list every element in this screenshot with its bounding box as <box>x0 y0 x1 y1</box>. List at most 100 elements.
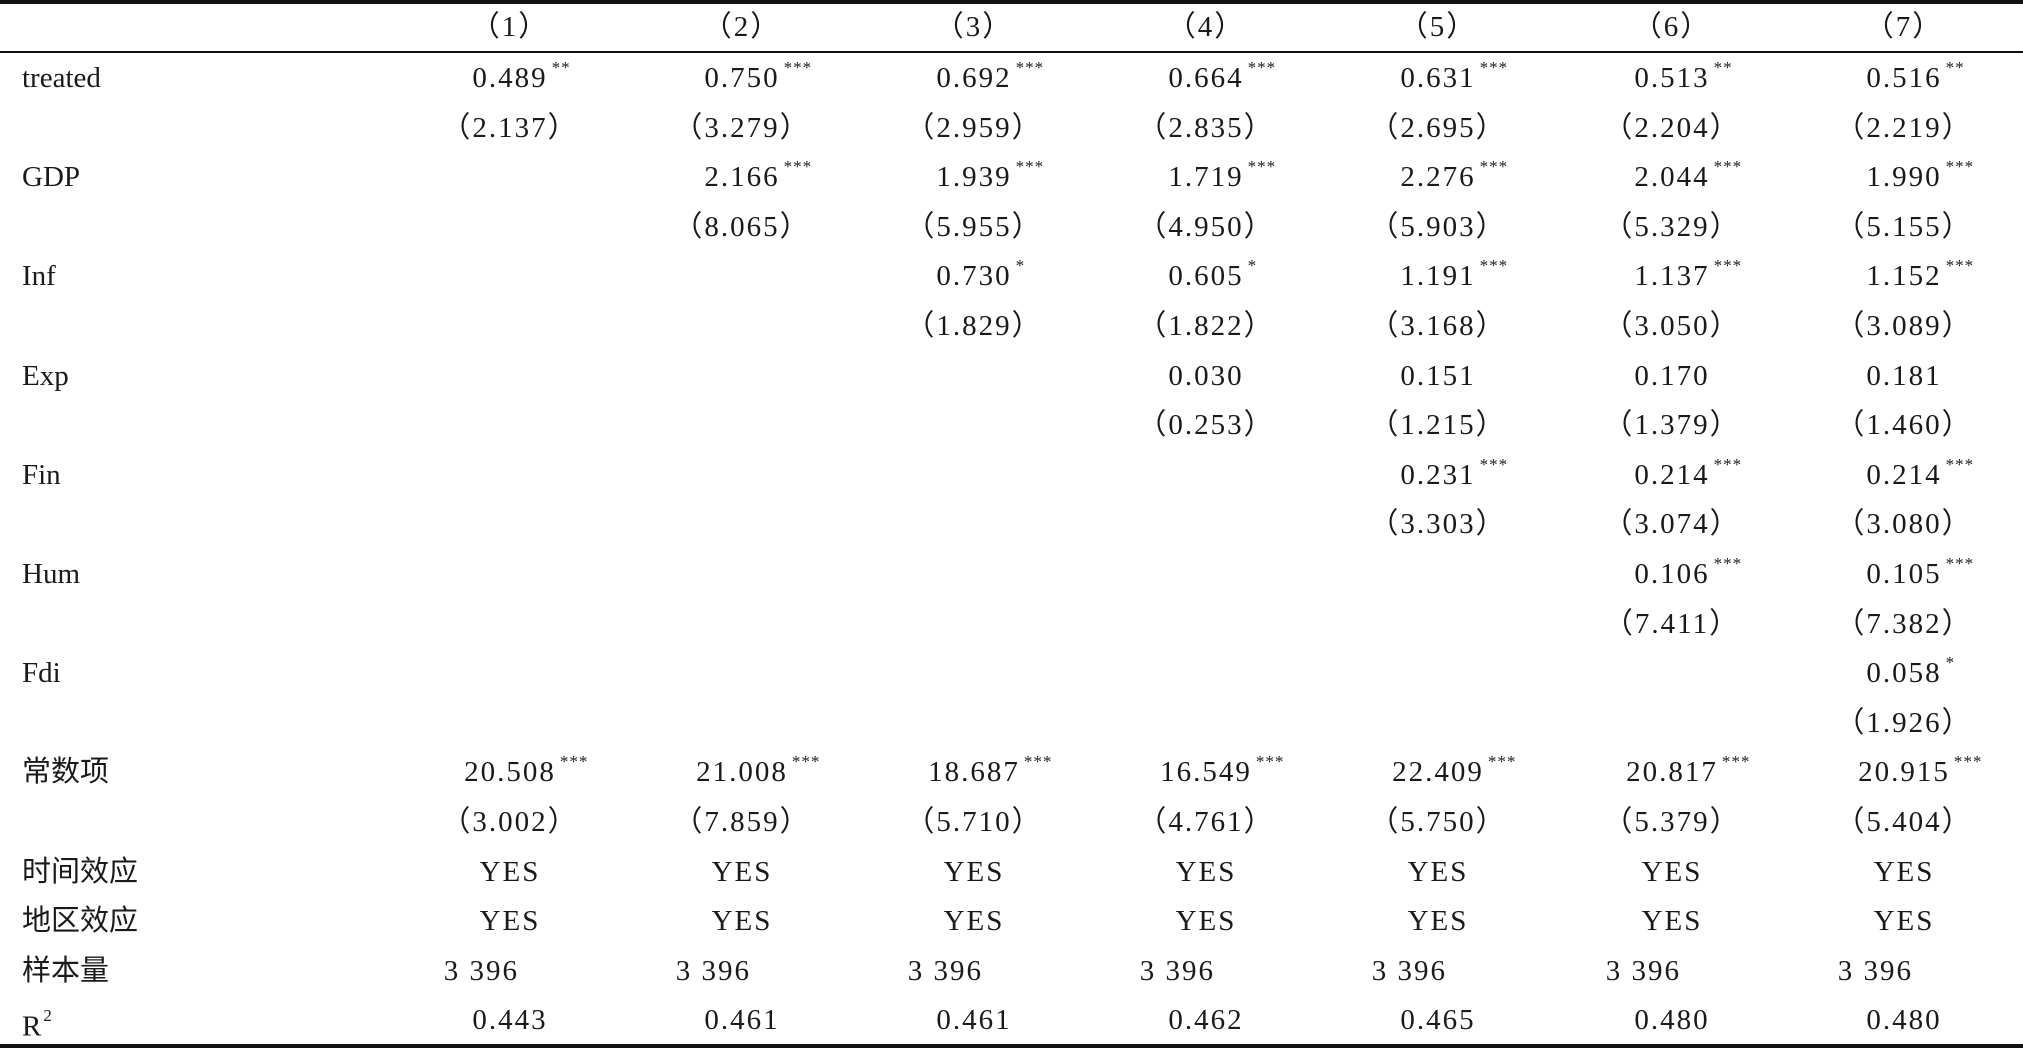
cell-value: （5.379） <box>1603 806 1741 838</box>
significance-stars: * <box>1247 256 1258 276</box>
table-row: （1.926） <box>0 698 2023 748</box>
table-cell: 0.465 <box>1400 995 1475 1045</box>
row-label: Hum <box>22 558 80 590</box>
table-row: Hum 0.106 *** 0.105 *** <box>0 549 2023 599</box>
table-cell: YES <box>1642 896 1703 946</box>
cell-value: 20.817 <box>1626 756 1718 789</box>
column-header: （6） <box>1632 11 1712 43</box>
table-cell: 20.915 *** <box>1858 747 1981 797</box>
table-cell: 3 396 <box>1140 946 1215 996</box>
significance-stars: *** <box>1479 256 1509 276</box>
cell-value: （3.050） <box>1603 310 1741 342</box>
cell-value: 0.730 <box>936 260 1012 293</box>
significance-stars: *** <box>1479 454 1509 474</box>
cell-value: 20.508 <box>464 756 556 789</box>
cell-value: 0.231 <box>1400 458 1476 491</box>
table-header-row: （1） （2） （3） （4） （5） （6） （7） <box>0 2 2023 52</box>
table-cell: （5.955） <box>905 202 1042 252</box>
cell-value: 1.137 <box>1634 260 1710 293</box>
table-row: （3.303） （3.074） （3.080） <box>0 499 2023 549</box>
table-cell: 0.443 <box>472 995 547 1045</box>
table-row: 地区效应 YES YES YES YES YES YES YES <box>0 896 2023 946</box>
table-cell: （1.822） <box>1137 301 1274 351</box>
table-cell: 0.106 *** <box>1634 549 1741 599</box>
table-cell: 1.719 *** <box>1168 152 1275 202</box>
table-cell: 0.664 *** <box>1168 53 1275 103</box>
table-row: R 2 0.443 0.461 0.461 0.462 0.465 0.480 0.480 <box>0 995 2023 1045</box>
cell-value: 1.152 <box>1866 260 1942 293</box>
table-cell: YES <box>944 896 1005 946</box>
significance-stars: *** <box>791 752 821 772</box>
table-row: GDP 2.166 *** 1.939 *** 1.719 *** 2.276 *** 2.044… <box>0 152 2023 202</box>
significance-stars: *** <box>1479 157 1509 177</box>
row-label-superscript: 2 <box>43 1006 52 1026</box>
table-cell: YES <box>944 847 1005 897</box>
row-label: Inf <box>22 260 56 293</box>
table-cell: YES <box>1176 896 1237 946</box>
table-cell: 3 396 <box>676 946 751 996</box>
cell-value: 0.489 <box>472 62 548 94</box>
cell-value: 16.549 <box>1160 756 1252 789</box>
table-cell: 16.549 *** <box>1160 747 1283 797</box>
column-header: （4） <box>1166 11 1246 43</box>
table-cell: 0.513 ** <box>1634 53 1731 103</box>
significance-stars: *** <box>783 58 813 77</box>
cell-value: YES <box>1175 855 1237 888</box>
table-row: Fin 0.231 *** 0.214 *** 0.214 *** <box>0 450 2023 500</box>
significance-stars: *** <box>1247 58 1277 77</box>
row-label: 时间效应 <box>22 855 139 888</box>
table-cell: （4.950） <box>1137 202 1274 252</box>
table-cell: 0.480 <box>1866 995 1941 1045</box>
cell-value: YES <box>943 905 1005 938</box>
table-row: （0.253） （1.215） （1.379） （1.460） <box>0 400 2023 450</box>
table-cell: YES <box>480 847 541 897</box>
table-cell: 0.750 *** <box>704 53 811 103</box>
cell-value: （2.204） <box>1603 111 1741 144</box>
cell-value: （7.382） <box>1835 607 1973 640</box>
cell-value: YES <box>711 855 773 888</box>
cell-value: YES <box>1873 855 1935 888</box>
cell-value: YES <box>1407 855 1469 888</box>
cell-value: 1.939 <box>936 161 1012 194</box>
table-cell: 1.137 *** <box>1634 251 1741 301</box>
table-cell: （1.215） <box>1369 400 1506 450</box>
table-cell: 0.231 *** <box>1400 450 1507 500</box>
table-cell: 0.730 * <box>936 251 1024 301</box>
cell-value: （3.168） <box>1369 310 1507 342</box>
cell-value: 0.461 <box>936 1004 1012 1037</box>
cell-value: YES <box>1641 905 1703 938</box>
cell-value: 21.008 <box>696 756 788 789</box>
significance-stars: *** <box>1945 554 1975 573</box>
table-row: （1.829） （1.822） （3.168） （3.050） （3.089） <box>0 301 2023 351</box>
table-cell: （3.080） <box>1835 499 1972 549</box>
cell-value: 0.058 <box>1866 657 1942 690</box>
table-cell: YES <box>712 847 773 897</box>
table-cell: 3 396 <box>1372 946 1447 996</box>
table-cell: 1.191 *** <box>1400 251 1507 301</box>
table-cell: （2.204） <box>1603 103 1740 153</box>
cell-value: 0.631 <box>1400 62 1476 94</box>
cell-value: （3.074） <box>1603 508 1741 541</box>
cell-value: 0.664 <box>1168 62 1244 94</box>
table-cell: （1.926） <box>1835 698 1972 748</box>
cell-value: （1.829） <box>905 310 1043 342</box>
table-cell: 3 396 <box>444 946 519 996</box>
cell-value: 0.750 <box>704 62 780 94</box>
table-cell: （1.379） <box>1603 400 1740 450</box>
table-cell: 0.462 <box>1168 995 1243 1045</box>
cell-value: （2.219） <box>1835 111 1973 144</box>
cell-value: （3.080） <box>1835 508 1973 541</box>
table-cell: 0.516 ** <box>1866 53 1963 103</box>
cell-value: YES <box>711 905 773 938</box>
cell-value: （1.460） <box>1835 409 1973 442</box>
cell-value: 20.915 <box>1858 756 1950 789</box>
table-cell: 0.214 *** <box>1634 450 1741 500</box>
cell-value: 0.480 <box>1866 1004 1942 1037</box>
table-cell: （2.959） <box>905 103 1042 153</box>
cell-value: （1.379） <box>1603 409 1741 442</box>
table-cell: （2.219） <box>1835 103 1972 153</box>
cell-value: 3 396 <box>1139 954 1216 987</box>
cell-value: 0.480 <box>1634 1004 1710 1037</box>
row-label: GDP <box>22 161 81 194</box>
